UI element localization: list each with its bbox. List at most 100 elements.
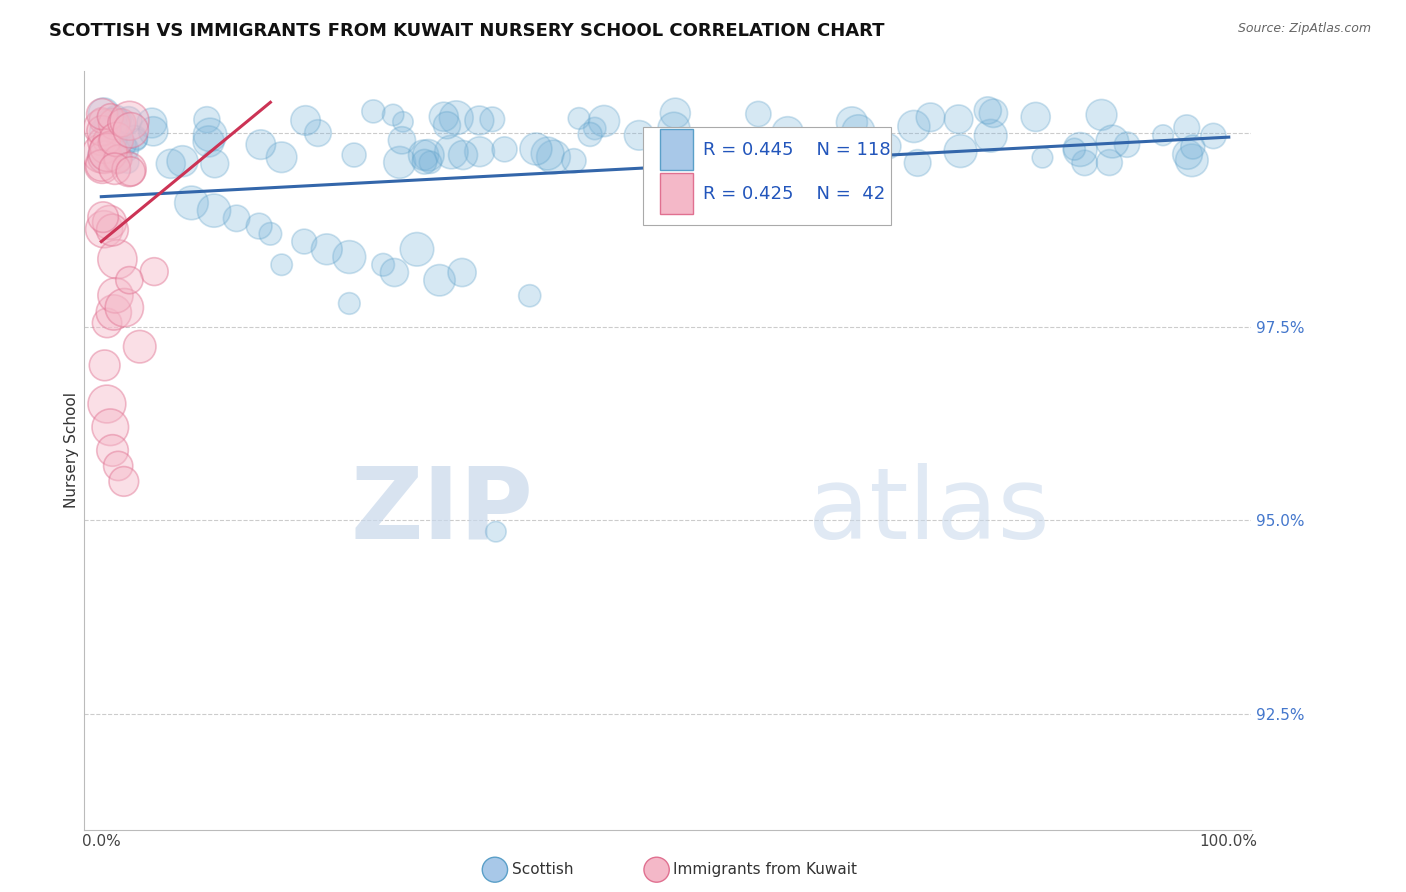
Text: SCOTTISH VS IMMIGRANTS FROM KUWAIT NURSERY SCHOOL CORRELATION CHART: SCOTTISH VS IMMIGRANTS FROM KUWAIT NURSE… xyxy=(49,22,884,40)
Point xyxy=(337,250,360,264)
Point xyxy=(579,128,602,142)
Point xyxy=(93,125,115,139)
Point xyxy=(1177,147,1199,161)
Point xyxy=(98,215,121,229)
Point xyxy=(797,150,820,164)
Point xyxy=(406,242,429,256)
Point xyxy=(844,156,866,170)
Point xyxy=(143,264,166,278)
Point xyxy=(725,134,748,148)
Point xyxy=(93,149,115,163)
Point xyxy=(903,120,925,134)
Point xyxy=(468,113,491,128)
Point xyxy=(101,223,124,237)
Point xyxy=(107,458,129,473)
Point xyxy=(388,155,411,169)
Point xyxy=(382,108,405,122)
Point xyxy=(112,137,135,152)
Point xyxy=(91,210,114,224)
Point xyxy=(343,148,366,162)
Point xyxy=(117,155,139,169)
Point xyxy=(949,144,972,158)
Point xyxy=(197,135,219,149)
Point xyxy=(419,155,441,169)
Point xyxy=(91,107,114,121)
Point xyxy=(977,103,1000,118)
Point xyxy=(247,219,270,233)
Point xyxy=(593,114,616,128)
Point xyxy=(108,114,131,128)
Point xyxy=(1116,137,1139,152)
Point xyxy=(315,242,337,256)
Point xyxy=(980,128,1002,143)
Point xyxy=(270,150,292,164)
Point xyxy=(433,110,456,124)
Point xyxy=(524,142,547,156)
Point xyxy=(747,107,769,121)
Point xyxy=(292,235,315,249)
Point xyxy=(797,132,820,146)
Point xyxy=(225,211,247,226)
Point xyxy=(1101,135,1123,149)
Point xyxy=(118,273,141,287)
Point xyxy=(920,110,942,124)
Point xyxy=(195,112,218,127)
Point xyxy=(107,152,129,166)
Point xyxy=(120,123,142,137)
Point xyxy=(120,164,142,178)
Point xyxy=(198,128,221,142)
Text: Scottish: Scottish xyxy=(512,863,574,877)
Point xyxy=(118,113,141,128)
Point xyxy=(105,132,128,146)
Point xyxy=(1073,156,1095,170)
Point xyxy=(270,258,292,272)
Point xyxy=(103,134,125,148)
Point xyxy=(446,111,468,125)
Point xyxy=(392,115,415,129)
Point xyxy=(105,110,128,124)
Point xyxy=(125,132,148,146)
Point xyxy=(124,131,146,145)
Point xyxy=(107,119,129,133)
Point xyxy=(98,420,121,434)
Point xyxy=(662,121,685,136)
Point xyxy=(628,128,651,143)
Point xyxy=(468,145,491,159)
Point xyxy=(494,142,516,156)
Point xyxy=(96,397,118,411)
Point xyxy=(841,115,863,129)
Point xyxy=(100,110,122,124)
Point xyxy=(1090,108,1112,122)
Point xyxy=(142,124,165,138)
Point xyxy=(202,203,225,218)
Point xyxy=(436,118,458,132)
Point xyxy=(90,146,112,161)
Text: Immigrants from Kuwait: Immigrants from Kuwait xyxy=(673,863,858,877)
Text: R = 0.425    N =  42: R = 0.425 N = 42 xyxy=(703,185,886,202)
Point xyxy=(1181,153,1204,168)
Point xyxy=(104,288,127,302)
Point xyxy=(259,227,281,241)
Text: R = 0.445    N = 118: R = 0.445 N = 118 xyxy=(703,141,891,159)
Point xyxy=(418,148,440,162)
Point xyxy=(180,195,202,210)
Point xyxy=(93,106,115,120)
Point xyxy=(568,112,591,126)
Point xyxy=(294,113,316,128)
Text: atlas: atlas xyxy=(808,463,1049,559)
Point xyxy=(112,475,135,489)
Point xyxy=(98,136,121,150)
Point xyxy=(451,148,474,162)
Point xyxy=(104,161,127,176)
Point xyxy=(363,104,385,119)
Point xyxy=(118,162,141,177)
Y-axis label: Nursery School: Nursery School xyxy=(63,392,79,508)
Point xyxy=(373,258,395,272)
Point xyxy=(877,139,900,153)
Point xyxy=(128,340,150,354)
Point xyxy=(481,112,503,127)
Point xyxy=(1175,120,1198,135)
Point xyxy=(485,524,508,539)
Point xyxy=(907,156,929,170)
Point xyxy=(98,121,121,136)
